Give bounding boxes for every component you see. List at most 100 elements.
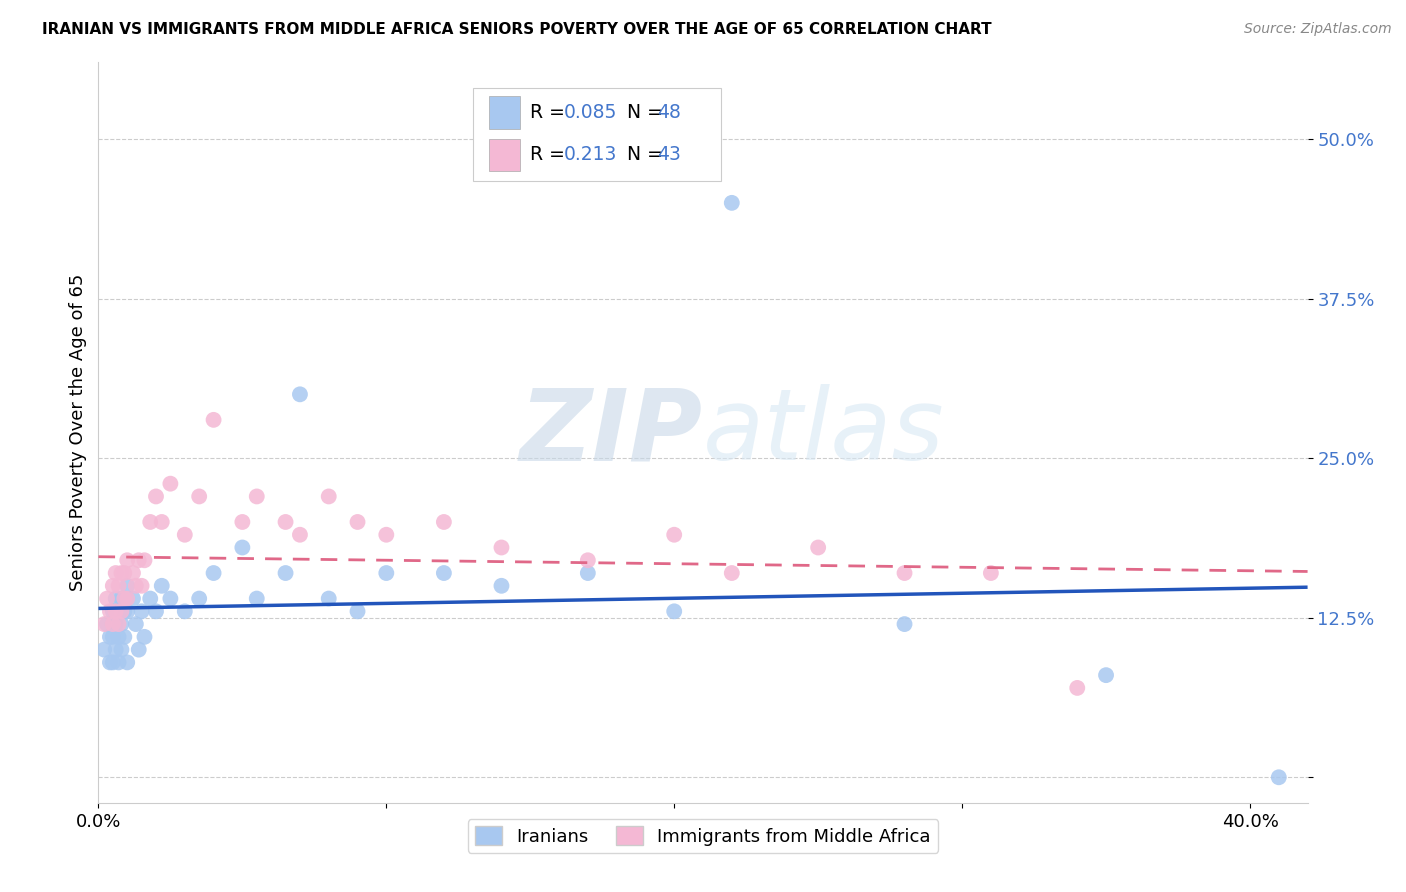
Point xyxy=(110,642,132,657)
Point xyxy=(104,566,127,580)
Point xyxy=(107,617,129,632)
Point xyxy=(107,656,129,670)
Point xyxy=(202,413,225,427)
Point xyxy=(112,566,135,580)
Point xyxy=(231,541,253,555)
Point xyxy=(98,630,121,644)
Point xyxy=(664,604,686,618)
Point xyxy=(159,476,181,491)
Point xyxy=(104,591,127,606)
Point xyxy=(101,604,124,618)
Text: Source: ZipAtlas.com: Source: ZipAtlas.com xyxy=(1244,22,1392,37)
Point xyxy=(96,617,118,632)
Point xyxy=(202,566,225,580)
Point xyxy=(720,566,742,580)
Y-axis label: Seniors Poverty Over the Age of 65: Seniors Poverty Over the Age of 65 xyxy=(69,274,87,591)
Point xyxy=(893,566,915,580)
Point xyxy=(231,515,253,529)
Point xyxy=(110,566,132,580)
Point xyxy=(159,591,181,606)
Point xyxy=(173,527,195,541)
Point xyxy=(188,591,211,606)
FancyBboxPatch shape xyxy=(489,138,520,171)
Point xyxy=(145,490,167,504)
Point xyxy=(173,604,195,618)
Point xyxy=(98,604,121,618)
Point xyxy=(115,553,138,567)
Point xyxy=(375,527,398,541)
Point xyxy=(274,566,297,580)
Point xyxy=(188,490,211,504)
Point xyxy=(720,195,742,210)
Text: ZIP: ZIP xyxy=(520,384,703,481)
Point xyxy=(107,579,129,593)
Text: IRANIAN VS IMMIGRANTS FROM MIDDLE AFRICA SENIORS POVERTY OVER THE AGE OF 65 CORR: IRANIAN VS IMMIGRANTS FROM MIDDLE AFRICA… xyxy=(42,22,991,37)
Point xyxy=(112,591,135,606)
Point xyxy=(128,642,150,657)
Point xyxy=(104,604,127,618)
FancyBboxPatch shape xyxy=(489,96,520,129)
Legend: Iranians, Immigrants from Middle Africa: Iranians, Immigrants from Middle Africa xyxy=(468,819,938,853)
Point xyxy=(246,490,269,504)
Point xyxy=(93,617,115,632)
Point xyxy=(101,617,124,632)
Point xyxy=(246,591,269,606)
Point xyxy=(101,630,124,644)
Point xyxy=(150,579,173,593)
Text: 48: 48 xyxy=(657,103,681,122)
Point xyxy=(107,604,129,618)
Point xyxy=(122,566,145,580)
Text: 0.213: 0.213 xyxy=(564,145,617,164)
Point xyxy=(1268,770,1291,784)
Point xyxy=(110,604,132,618)
Point xyxy=(122,591,145,606)
Point xyxy=(318,591,340,606)
Point xyxy=(1095,668,1118,682)
Text: R =: R = xyxy=(530,145,571,164)
Point xyxy=(288,387,311,401)
Point xyxy=(433,566,456,580)
Text: N =: N = xyxy=(614,103,669,122)
Point xyxy=(145,604,167,618)
Point xyxy=(433,515,456,529)
Point xyxy=(110,617,132,632)
Point xyxy=(576,566,599,580)
Point xyxy=(104,642,127,657)
Text: R =: R = xyxy=(530,103,571,122)
Point xyxy=(134,553,156,567)
Point xyxy=(128,553,150,567)
Point xyxy=(375,566,398,580)
Point xyxy=(346,515,368,529)
Point xyxy=(150,515,173,529)
Text: atlas: atlas xyxy=(703,384,945,481)
Point xyxy=(96,591,118,606)
Point xyxy=(110,591,132,606)
Point xyxy=(980,566,1002,580)
Point xyxy=(893,617,915,632)
Point xyxy=(125,579,148,593)
Point xyxy=(807,541,830,555)
Text: 0.085: 0.085 xyxy=(564,103,617,122)
Point xyxy=(139,515,162,529)
Point xyxy=(107,630,129,644)
Point xyxy=(664,527,686,541)
Point xyxy=(101,579,124,593)
Point xyxy=(491,541,513,555)
Point xyxy=(576,553,599,567)
Point xyxy=(112,630,135,644)
Text: 43: 43 xyxy=(657,145,681,164)
Point xyxy=(131,604,153,618)
Point xyxy=(491,579,513,593)
FancyBboxPatch shape xyxy=(474,88,721,181)
Point xyxy=(115,656,138,670)
Point xyxy=(274,515,297,529)
Point xyxy=(115,591,138,606)
Point xyxy=(125,617,148,632)
Point xyxy=(112,604,135,618)
Point xyxy=(1066,681,1088,695)
Point xyxy=(101,656,124,670)
Point xyxy=(115,604,138,618)
Point xyxy=(115,579,138,593)
Point xyxy=(93,642,115,657)
Point xyxy=(131,579,153,593)
